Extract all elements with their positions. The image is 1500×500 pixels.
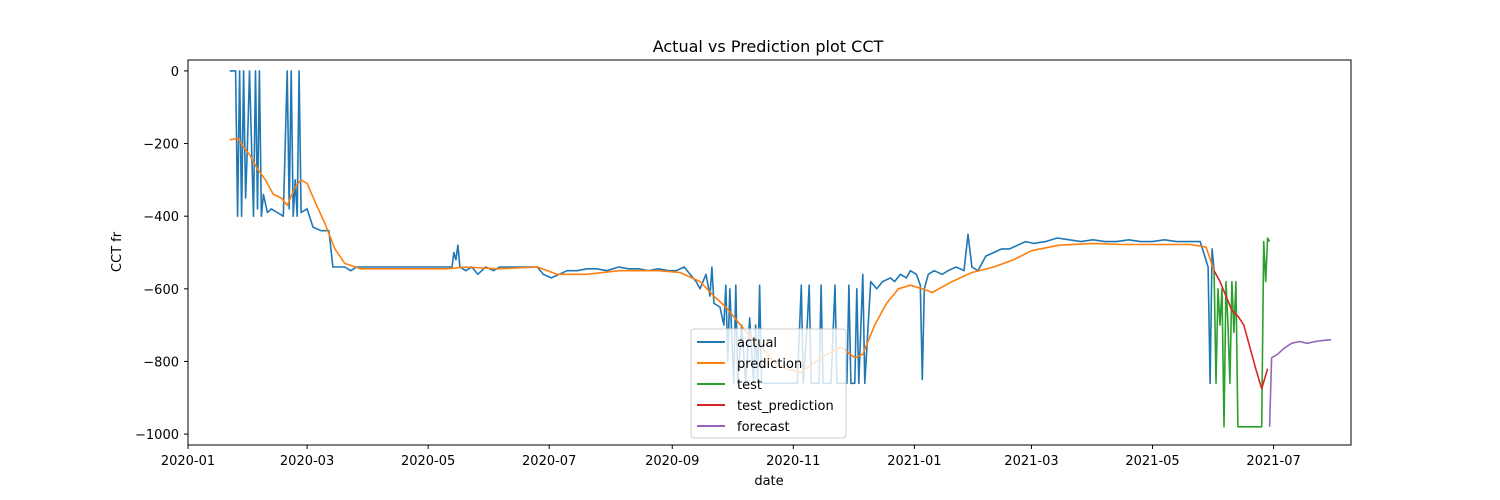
- x-tick-label: 2020-01: [161, 454, 215, 469]
- x-tick-label: 2020-09: [645, 454, 699, 469]
- legend-label-test: test: [737, 378, 762, 393]
- y-tick-label: −1000: [135, 428, 179, 443]
- legend-label-forecast: forecast: [737, 420, 790, 435]
- x-tick-label: 2020-11: [766, 454, 820, 469]
- x-axis-title: date: [754, 474, 783, 489]
- x-tick-label: 2021-07: [1246, 454, 1300, 469]
- series-line-actual: [229, 70, 1215, 385]
- plot-frame: [187, 59, 1352, 446]
- y-tick-label: −400: [143, 210, 179, 225]
- x-tick-label: 2020-05: [401, 454, 455, 469]
- y-tick-label: 0: [171, 65, 179, 80]
- x-tick-label: 2021-01: [887, 454, 941, 469]
- legend-label-actual: actual: [737, 336, 777, 351]
- y-axis-title: CCT fr: [110, 231, 125, 272]
- y-axis-ticks: 0 −200 −400 −600 −800 −1000: [135, 65, 188, 443]
- y-tick-label: −600: [143, 283, 179, 298]
- series-line-forecast: [1268, 338, 1332, 427]
- series-line-prediction: [229, 137, 1215, 374]
- series-line-test: [1213, 237, 1271, 428]
- y-tick-label: −800: [143, 355, 179, 370]
- x-tick-label: 2021-05: [1125, 454, 1179, 469]
- y-tick-label: −200: [143, 138, 179, 153]
- x-axis-ticks: 2020-01 2020-03 2020-05 2020-07 2020-09 2020-…: [161, 445, 1301, 469]
- x-tick-label: 2020-07: [522, 454, 576, 469]
- legend-label-test_prediction: test_prediction: [737, 399, 834, 414]
- legend-box: [690, 328, 847, 439]
- chart-title: Actual vs Prediction plot CCT: [653, 37, 884, 56]
- legend: actual prediction test test_predictionforec…: [690, 328, 847, 439]
- x-tick-label: 2020-03: [280, 454, 334, 469]
- series-line-test_prediction: [1213, 270, 1269, 390]
- x-tick-label: 2021-03: [1004, 454, 1058, 469]
- legend-label-prediction: prediction: [737, 357, 802, 372]
- series-layer: [229, 70, 1332, 428]
